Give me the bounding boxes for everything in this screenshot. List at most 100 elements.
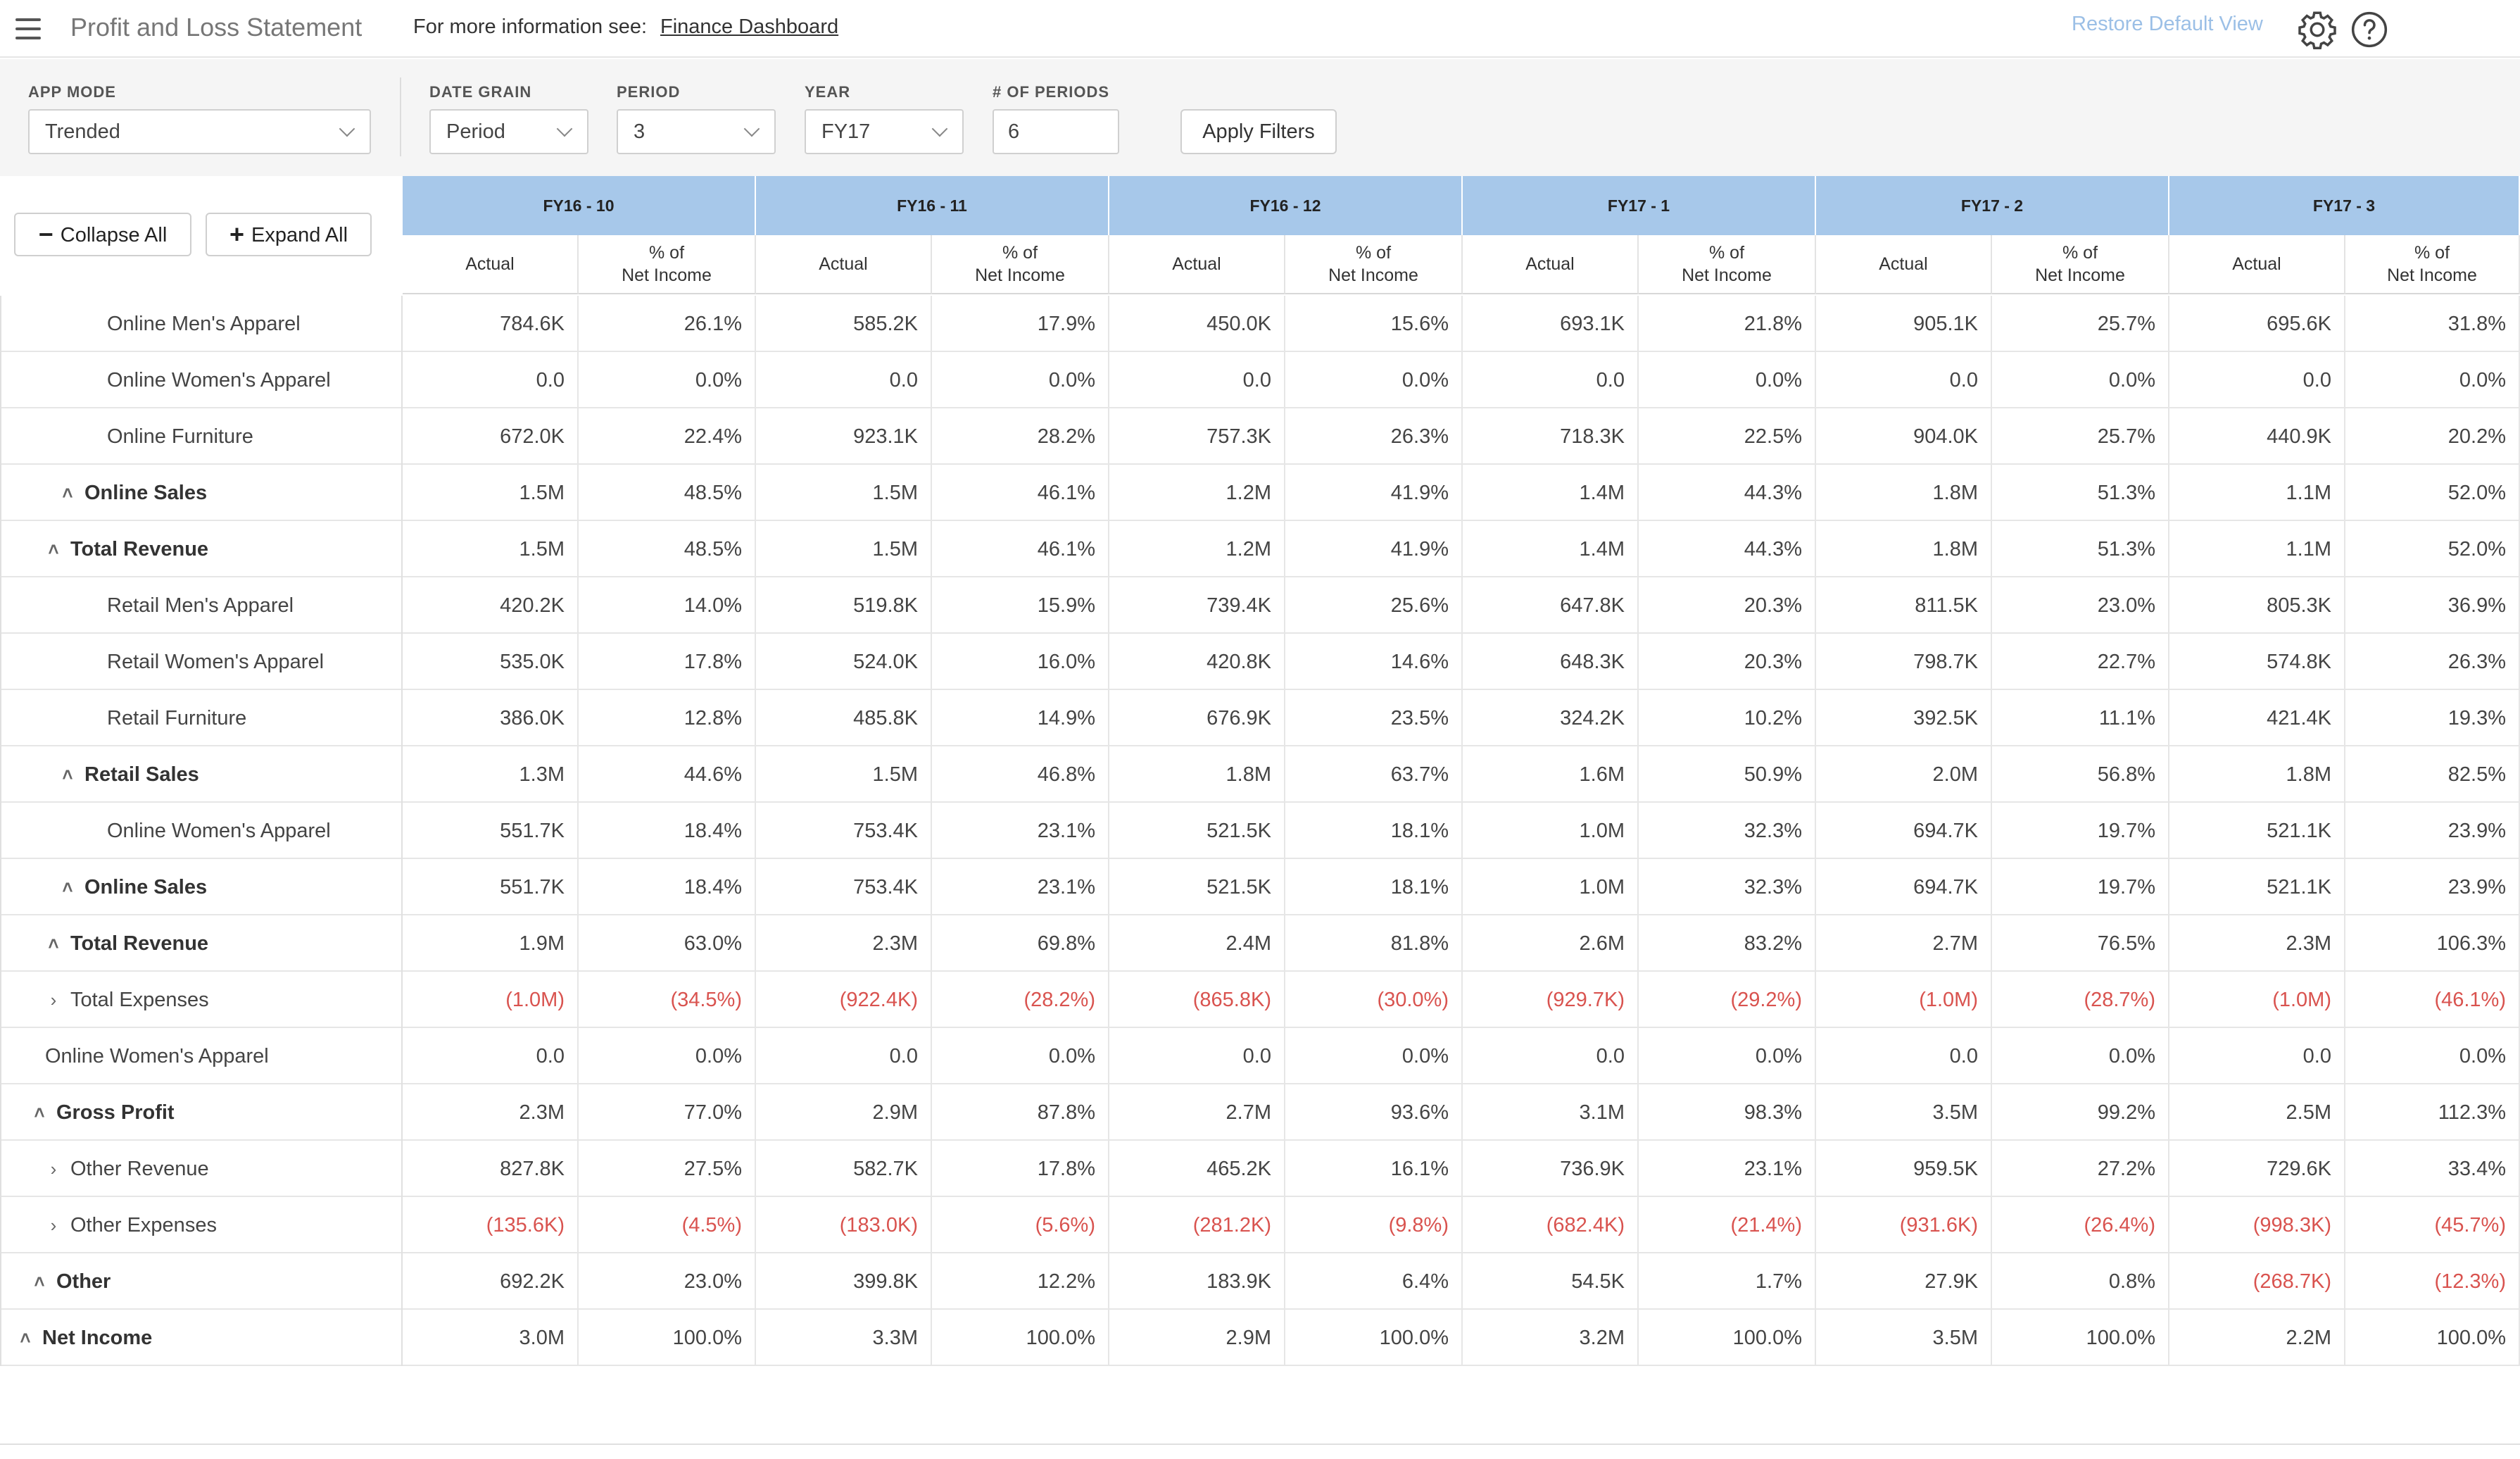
pct-net-income-cell: 0.0% — [1639, 1028, 1816, 1084]
actual-cell: 0.0 — [2169, 352, 2345, 408]
row-label: › Total Expenses — [0, 972, 403, 1028]
row-label-text: Retail Furniture — [107, 707, 247, 730]
hamburger-menu-icon[interactable] — [15, 18, 41, 39]
chevron-right-icon[interactable]: › — [50, 1158, 57, 1179]
table-row[interactable]: ˄ Online Sales 551.7K 18.4% 753.4K 23.1% 521.5… — [0, 859, 2520, 915]
period-header: FY16 - 12 — [1109, 176, 1463, 235]
table-row[interactable]: Retail Women's Apparel 535.0K 17.8% 524.0K 1… — [0, 634, 2520, 690]
expand-all-button[interactable]: + Expand All — [206, 213, 372, 256]
pct-net-income-cell: 23.0% — [579, 1253, 756, 1310]
row-label-text: Retail Women's Apparel — [107, 651, 325, 673]
pct-net-income-cell: 100.0% — [932, 1310, 1109, 1366]
pct-net-income-cell: 22.4% — [579, 408, 756, 465]
pct-net-income-cell: 16.1% — [1285, 1141, 1463, 1197]
table-row[interactable]: Retail Men's Apparel 420.2K 14.0% 519.8K 15.… — [0, 577, 2520, 634]
pct-net-income-cell: 18.1% — [1285, 803, 1463, 859]
table-row[interactable]: › Total Expenses (1.0M) (34.5%) (922.4K) (28.… — [0, 972, 2520, 1028]
pct-net-income-cell: 28.2% — [932, 408, 1109, 465]
table-row[interactable]: ˄ Total Revenue 1.9M 63.0% 2.3M 69.8% 2.4M 81.8… — [0, 915, 2520, 972]
app-mode-select[interactable]: Trended — [28, 109, 371, 154]
app-mode-label: APP MODE — [28, 83, 116, 101]
actual-cell: 736.9K — [1463, 1141, 1639, 1197]
pct-net-income-cell: 0.0% — [1639, 352, 1816, 408]
pct-net-income-cell: 48.5% — [579, 465, 756, 521]
row-label: ˄ Other — [0, 1253, 403, 1310]
actual-cell: 3.5M — [1816, 1084, 1992, 1141]
help-icon[interactable] — [2350, 10, 2389, 49]
table-row[interactable]: Online Women's Apparel 551.7K 18.4% 753.4K 2… — [0, 803, 2520, 859]
pct-net-income-cell: 32.3% — [1639, 859, 1816, 915]
pct-net-income-column-header: % of Net Income — [1992, 235, 2169, 294]
chevron-right-icon[interactable]: › — [50, 1215, 57, 1236]
chevron-up-icon[interactable]: ˄ — [62, 877, 73, 898]
pct-net-income-cell: (12.3%) — [2345, 1253, 2520, 1310]
num-periods-input[interactable]: 6 — [993, 109, 1119, 154]
chevron-right-icon[interactable]: › — [50, 989, 57, 1010]
pct-net-income-cell: 26.3% — [2345, 634, 2520, 690]
table-row[interactable]: ˄ Online Sales 1.5M 48.5% 1.5M 46.1% 1.2M 41.9%… — [0, 465, 2520, 521]
chevron-up-icon[interactable]: ˄ — [20, 1327, 31, 1348]
pct-net-income-cell: 26.1% — [579, 296, 756, 352]
chevron-up-icon[interactable]: ˄ — [62, 482, 73, 503]
actual-cell: 647.8K — [1463, 577, 1639, 634]
table-row[interactable]: ˄ Other 692.2K 23.0% 399.8K 12.2% 183.9K 6.4% 54… — [0, 1253, 2520, 1310]
chevron-up-icon[interactable]: ˄ — [34, 1102, 45, 1123]
pct-net-income-cell: 0.0% — [932, 1028, 1109, 1084]
actual-cell: 3.1M — [1463, 1084, 1639, 1141]
table-row[interactable]: › Other Expenses (135.6K) (4.5%) (183.0K) (5.… — [0, 1197, 2520, 1253]
pct-net-income-cell: 23.0% — [1992, 577, 2169, 634]
chevron-up-icon[interactable]: ˄ — [48, 539, 59, 560]
finance-dashboard-link[interactable]: Finance Dashboard — [660, 15, 839, 38]
pct-net-income-cell: 0.0% — [579, 352, 756, 408]
gear-icon[interactable] — [2296, 8, 2338, 51]
actual-cell: 421.4K — [2169, 690, 2345, 746]
table-row[interactable]: Online Women's Apparel 0.0 0.0% 0.0 0.0% 0.0 0… — [0, 1028, 2520, 1084]
pct-net-income-cell: 0.0% — [2345, 352, 2520, 408]
table-row[interactable]: › Other Revenue 827.8K 27.5% 582.7K 17.8% 465.… — [0, 1141, 2520, 1197]
row-label: Online Women's Apparel — [0, 1028, 403, 1084]
restore-default-view-link[interactable]: Restore Default View — [2072, 13, 2263, 35]
date-grain-select[interactable]: Period — [429, 109, 588, 154]
actual-cell: 0.0 — [2169, 1028, 2345, 1084]
table-row[interactable]: ˄ Gross Profit 2.3M 77.0% 2.9M 87.8% 2.7M 93.6%… — [0, 1084, 2520, 1141]
pct-net-income-cell: (28.7%) — [1992, 972, 2169, 1028]
actual-cell: 450.0K — [1109, 296, 1285, 352]
period-header: FY17 - 3 — [2169, 176, 2520, 235]
pct-net-income-cell: 44.6% — [579, 746, 756, 803]
apply-filters-button[interactable]: Apply Filters — [1180, 109, 1337, 154]
chevron-up-icon[interactable]: ˄ — [48, 933, 59, 954]
pct-net-income-cell: 14.6% — [1285, 634, 1463, 690]
pct-net-income-cell: 100.0% — [2345, 1310, 2520, 1366]
period-value: 3 — [634, 120, 645, 143]
pct-net-income-cell: (30.0%) — [1285, 972, 1463, 1028]
table-row[interactable]: Online Furniture 672.0K 22.4% 923.1K 28.2% 75… — [0, 408, 2520, 465]
actual-cell: 729.6K — [2169, 1141, 2345, 1197]
actual-cell: 1.5M — [403, 465, 579, 521]
actual-cell: (682.4K) — [1463, 1197, 1639, 1253]
table-row[interactable]: Retail Furniture 386.0K 12.8% 485.8K 14.9% 67… — [0, 690, 2520, 746]
pct-net-income-cell: 56.8% — [1992, 746, 2169, 803]
table-row[interactable]: ˄ Total Revenue 1.5M 48.5% 1.5M 46.1% 1.2M 41.9… — [0, 521, 2520, 577]
collapse-all-button[interactable]: − Collapse All — [14, 213, 191, 256]
actual-cell: 0.0 — [403, 1028, 579, 1084]
chevron-down-icon — [339, 120, 355, 137]
chevron-up-icon[interactable]: ˄ — [34, 1271, 45, 1292]
row-label-text: Other Expenses — [70, 1214, 217, 1236]
period-select[interactable]: 3 — [617, 109, 776, 154]
pct-net-income-cell: 19.3% — [2345, 690, 2520, 746]
actual-cell: 2.3M — [2169, 915, 2345, 972]
pct-net-income-cell: 46.1% — [932, 465, 1109, 521]
pct-net-income-cell: (28.2%) — [932, 972, 1109, 1028]
actual-cell: (1.0M) — [403, 972, 579, 1028]
period-label: PERIOD — [617, 83, 681, 101]
year-select[interactable]: FY17 — [805, 109, 964, 154]
table-row[interactable]: Online Men's Apparel 784.6K 26.1% 585.2K 17.… — [0, 296, 2520, 352]
table-row[interactable]: ˄ Retail Sales 1.3M 44.6% 1.5M 46.8% 1.8M 63.7%… — [0, 746, 2520, 803]
chevron-up-icon[interactable]: ˄ — [62, 764, 73, 785]
actual-cell: 2.7M — [1109, 1084, 1285, 1141]
row-label: Retail Women's Apparel — [0, 634, 403, 690]
actual-cell: 3.5M — [1816, 1310, 1992, 1366]
table-row[interactable]: Online Women's Apparel 0.0 0.0% 0.0 0.0% 0.0 0… — [0, 352, 2520, 408]
table-row[interactable]: ˄ Net Income 3.0M 100.0% 3.3M 100.0% 2.9M 100.0… — [0, 1310, 2520, 1366]
pct-net-income-cell: 23.1% — [932, 859, 1109, 915]
